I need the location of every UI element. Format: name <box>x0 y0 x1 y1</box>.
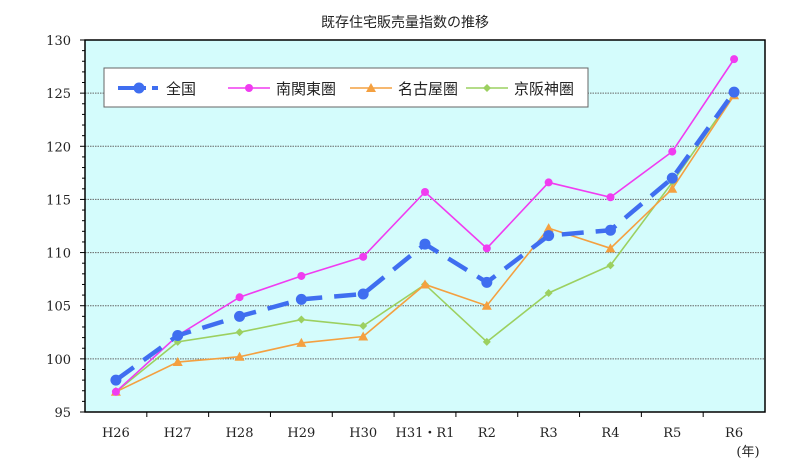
data-point <box>296 337 307 347</box>
data-point <box>359 321 368 330</box>
data-point <box>482 337 491 346</box>
data-point <box>667 183 678 193</box>
x-tick-label: R6 <box>725 426 743 441</box>
y-tick-label: 125 <box>46 87 71 102</box>
data-point <box>544 178 553 187</box>
data-point <box>544 288 553 297</box>
data-point <box>605 243 616 253</box>
data-point <box>604 224 616 236</box>
data-point <box>482 244 491 253</box>
data-point <box>358 331 369 341</box>
series-2 <box>110 90 740 396</box>
data-point <box>481 276 493 288</box>
data-point <box>234 351 245 361</box>
x-tick-label: H26 <box>102 426 130 441</box>
plot-border <box>84 39 766 413</box>
data-point <box>235 328 244 337</box>
legend-label: 南関東圏 <box>276 80 336 98</box>
y-tick-label: 120 <box>46 140 71 155</box>
legend: 全国 南関東圏 名古屋圏 京阪神圏 <box>103 67 589 108</box>
x-tick-label: H31・R1 <box>396 426 455 441</box>
chart-title: 既存住宅販売量指数の推移 <box>321 15 489 31</box>
data-point <box>234 310 246 322</box>
data-point <box>730 55 739 64</box>
data-point <box>666 172 678 184</box>
data-point <box>606 261 615 270</box>
data-point <box>419 238 431 250</box>
data-point <box>245 84 253 92</box>
series-1 <box>111 55 739 396</box>
y-tick-label: 95 <box>54 406 71 421</box>
data-point <box>668 147 677 156</box>
data-point <box>366 83 376 92</box>
x-tick-label: R5 <box>663 426 681 441</box>
data-point <box>235 293 244 302</box>
legend-label: 京阪神圏 <box>514 80 574 98</box>
data-point <box>172 329 184 341</box>
data-point <box>359 252 368 261</box>
data-point <box>606 193 615 202</box>
data-point <box>297 315 306 324</box>
y-tick-label: 130 <box>46 34 71 49</box>
legend-label: 全国 <box>166 80 196 98</box>
x-tick-label: H29 <box>287 426 315 441</box>
data-point <box>728 86 740 98</box>
x-tick-label: R4 <box>601 426 619 441</box>
y-tick-label: 105 <box>46 300 71 315</box>
data-point <box>420 279 430 289</box>
data-point <box>110 374 122 386</box>
data-point <box>295 293 307 305</box>
x-tick-label: R2 <box>478 426 496 441</box>
data-point <box>543 223 554 233</box>
x-tick-label: H28 <box>226 426 254 441</box>
y-tick-label: 100 <box>46 353 71 368</box>
legend-label: 名古屋圏 <box>398 80 458 98</box>
data-point <box>357 288 369 300</box>
data-point <box>172 357 183 367</box>
series-0 <box>110 86 740 386</box>
data-point <box>297 271 306 280</box>
y-tick-label: 115 <box>46 193 71 208</box>
y-tick-label: 110 <box>46 247 71 262</box>
data-point <box>133 82 145 94</box>
data-point <box>543 230 555 242</box>
data-point <box>481 300 492 310</box>
x-axis-label: (年) <box>736 445 759 460</box>
data-point <box>483 84 491 92</box>
data-point <box>421 187 429 196</box>
x-tick-label: H30 <box>349 426 377 441</box>
data-point <box>111 387 120 396</box>
x-tick-label: R3 <box>540 426 558 441</box>
x-tick-label: H27 <box>164 426 192 441</box>
